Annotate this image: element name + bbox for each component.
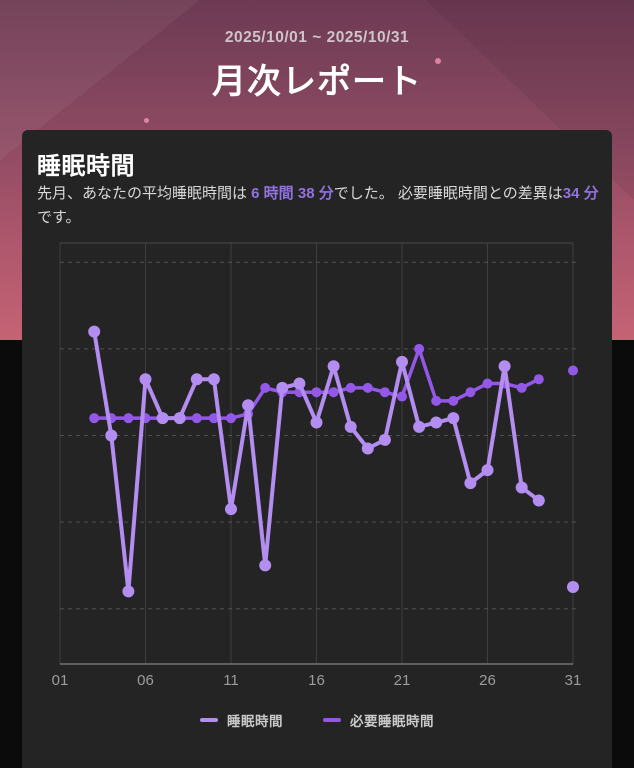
- legend-item-sleep: 睡眠時間: [200, 710, 283, 730]
- legend-label-sleep: 睡眠時間: [227, 714, 283, 729]
- svg-text:31: 31: [565, 672, 582, 689]
- svg-text:21: 21: [394, 672, 411, 689]
- svg-text:16: 16: [308, 672, 325, 689]
- particle-dot: [144, 118, 149, 123]
- average-sleep-value: 6 時間 38 分: [251, 185, 334, 202]
- summary-part2: でした。 必要睡眠時間との差異は: [333, 185, 563, 202]
- report-date-range: 2025/10/01 ~ 2025/10/31: [224, 29, 410, 46]
- svg-text:11: 11: [223, 672, 239, 689]
- summary-part1: 先月、あなたの平均睡眠時間は: [37, 185, 252, 202]
- sleep-chart: 01 06 11 16 21 26 31: [52, 242, 582, 689]
- legend-item-required-sleep: 必要睡眠時間: [323, 710, 434, 730]
- chart-legend: 睡眠時間 必要睡眠時間: [22, 710, 612, 730]
- summary-part3: です。: [37, 209, 81, 226]
- page-title: 月次レポート: [212, 63, 422, 101]
- particle-dot: [435, 58, 441, 64]
- sleep-summary-text: 先月、あなたの平均睡眠時間は 6 時間 38 分でした。 必要睡眠時間との差異は…: [37, 182, 599, 230]
- svg-text:06: 06: [137, 672, 154, 689]
- card-title: 睡眠時間: [37, 153, 135, 180]
- legend-label-required-sleep: 必要睡眠時間: [350, 714, 434, 729]
- sleep-series-swatch: [200, 718, 218, 722]
- sleep-time-card: 睡眠時間 先月、あなたの平均睡眠時間は 6 時間 38 分でした。 必要睡眠時間…: [22, 130, 612, 768]
- svg-text:01: 01: [52, 672, 69, 689]
- required-series-swatch: [323, 718, 341, 722]
- svg-text:26: 26: [479, 672, 496, 689]
- sleep-difference-value: 34 分: [562, 185, 599, 202]
